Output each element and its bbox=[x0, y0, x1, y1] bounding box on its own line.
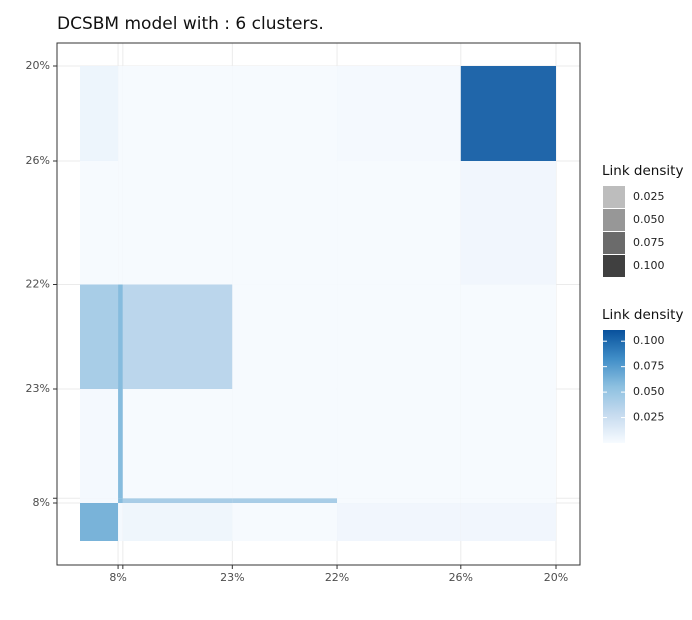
cell bbox=[232, 161, 338, 285]
legend-title: Link density bbox=[602, 163, 683, 179]
y-tick-label: 22% bbox=[26, 278, 50, 291]
cell bbox=[80, 66, 119, 161]
cell bbox=[80, 161, 119, 285]
x-tick-label: 22% bbox=[325, 571, 349, 584]
cell bbox=[232, 498, 338, 503]
cell bbox=[80, 389, 119, 499]
cell bbox=[460, 66, 556, 161]
cell bbox=[232, 389, 338, 499]
y-tick-label: 8% bbox=[33, 496, 50, 509]
legend-label: 0.100 bbox=[633, 259, 665, 272]
cell bbox=[122, 498, 233, 503]
legend-swatch bbox=[603, 255, 625, 277]
cell bbox=[460, 498, 556, 503]
cell bbox=[460, 284, 556, 389]
cell bbox=[122, 284, 233, 389]
y-tick-label: 26% bbox=[26, 154, 50, 167]
cell bbox=[118, 66, 123, 161]
cell bbox=[232, 284, 338, 389]
cell bbox=[337, 161, 461, 285]
x-tick-label: 20% bbox=[544, 571, 568, 584]
cell bbox=[80, 503, 119, 541]
legend-swatch bbox=[603, 232, 625, 254]
cell bbox=[118, 161, 123, 285]
legend-title: Link density bbox=[602, 307, 683, 323]
y-tick-label: 23% bbox=[26, 382, 50, 395]
colorbar-label: 0.100 bbox=[633, 334, 665, 347]
legend-swatch bbox=[603, 209, 625, 231]
x-tick-label: 23% bbox=[220, 571, 244, 584]
colorbar-label: 0.025 bbox=[633, 411, 665, 424]
cell bbox=[337, 503, 461, 541]
cell bbox=[337, 66, 461, 161]
x-tick-label: 8% bbox=[109, 571, 126, 584]
cell bbox=[460, 161, 556, 285]
cell bbox=[337, 389, 461, 499]
legend-label: 0.025 bbox=[633, 190, 665, 203]
colorbar-label: 0.050 bbox=[633, 385, 665, 398]
x-tick-label: 26% bbox=[449, 571, 473, 584]
chart-title: DCSBM model with : 6 clusters. bbox=[57, 14, 324, 34]
cell bbox=[122, 66, 233, 161]
cell bbox=[232, 66, 338, 161]
cell bbox=[232, 503, 338, 541]
legend-label: 0.075 bbox=[633, 236, 665, 249]
cell bbox=[118, 284, 123, 389]
cell bbox=[80, 498, 119, 503]
y-tick-label: 20% bbox=[26, 59, 50, 72]
legend-swatch bbox=[603, 186, 625, 208]
cell bbox=[460, 503, 556, 541]
cell bbox=[460, 389, 556, 499]
legend-label: 0.050 bbox=[633, 213, 665, 226]
cell bbox=[118, 389, 123, 499]
cell bbox=[118, 498, 123, 503]
cell bbox=[118, 503, 123, 541]
colorbar bbox=[603, 330, 625, 443]
cell bbox=[122, 161, 233, 285]
panel-border bbox=[56, 42, 581, 566]
cell bbox=[122, 389, 233, 499]
cell bbox=[122, 503, 233, 541]
cell bbox=[337, 284, 461, 389]
colorbar-label: 0.075 bbox=[633, 360, 665, 373]
cell bbox=[80, 284, 119, 389]
cell bbox=[337, 498, 461, 503]
